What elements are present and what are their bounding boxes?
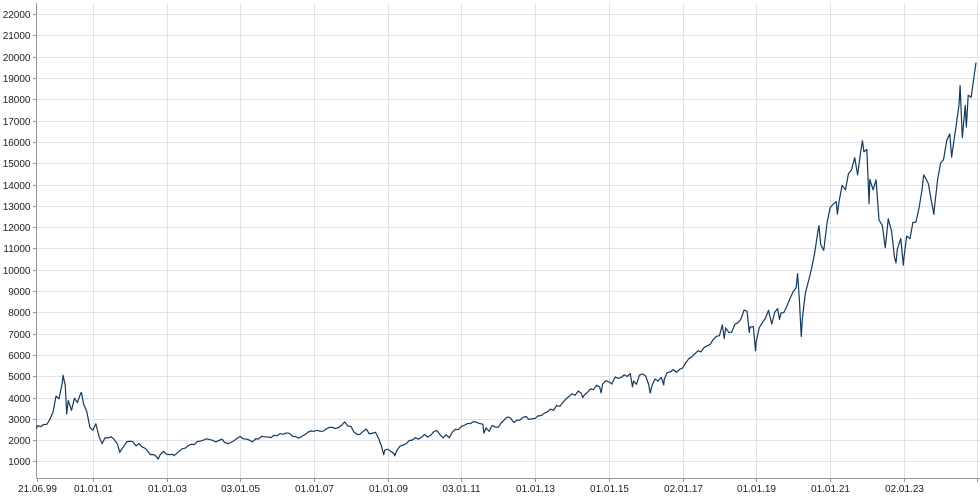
x-tick-label: 01.01.21 <box>811 484 850 495</box>
gridlines <box>36 3 980 478</box>
x-tick-label: 21.06.99 <box>18 484 57 495</box>
x-tick-label: 01.01.03 <box>148 484 187 495</box>
y-tick-label: 9000 <box>8 287 31 298</box>
x-tick-label: 02.01.23 <box>885 484 924 495</box>
y-tick-label: 12000 <box>3 223 31 234</box>
x-tick-label: 03.01.05 <box>221 484 260 495</box>
x-tick-label: 01.01.19 <box>737 484 776 495</box>
x-tick-label: 01.01.07 <box>295 484 334 495</box>
y-tick-label: 4000 <box>8 394 31 405</box>
price-line-series <box>35 62 977 460</box>
y-tick-label: 14000 <box>3 181 31 192</box>
x-tick-label: 01.01.15 <box>590 484 629 495</box>
series-path <box>35 62 977 460</box>
axis-tick-labels: 1000 2000 3000 4000 5000 6000 7000 8000 9000 1000… <box>3 10 925 495</box>
y-tick-label: 15000 <box>3 159 31 170</box>
y-tick-label: 22000 <box>3 10 31 21</box>
x-tick-label: 03.01.11 <box>442 484 481 495</box>
y-tick-label: 2000 <box>8 436 31 447</box>
y-tick-label: 7000 <box>8 330 31 341</box>
x-tick-label: 01.01.01 <box>74 484 113 495</box>
x-tick-label: 01.01.13 <box>516 484 555 495</box>
y-tick-label: 16000 <box>3 138 31 149</box>
y-tick-label: 17000 <box>3 117 31 128</box>
y-tick-label: 6000 <box>8 351 31 362</box>
y-tick-label: 1000 <box>8 457 31 468</box>
y-tick-label: 10000 <box>3 266 31 277</box>
x-tick-label: 01.01.09 <box>369 484 408 495</box>
y-tick-label: 13000 <box>3 202 31 213</box>
y-tick-label: 5000 <box>8 372 31 383</box>
y-tick-label: 21000 <box>3 31 31 42</box>
y-tick-label: 8000 <box>8 308 31 319</box>
y-tick-label: 11000 <box>3 244 31 255</box>
y-tick-label: 18000 <box>3 95 31 106</box>
axes <box>33 3 980 482</box>
x-tick-label: 02.01.17 <box>664 484 703 495</box>
y-tick-label: 20000 <box>3 53 31 64</box>
y-tick-label: 19000 <box>3 74 31 85</box>
y-tick-label: 3000 <box>8 415 31 426</box>
